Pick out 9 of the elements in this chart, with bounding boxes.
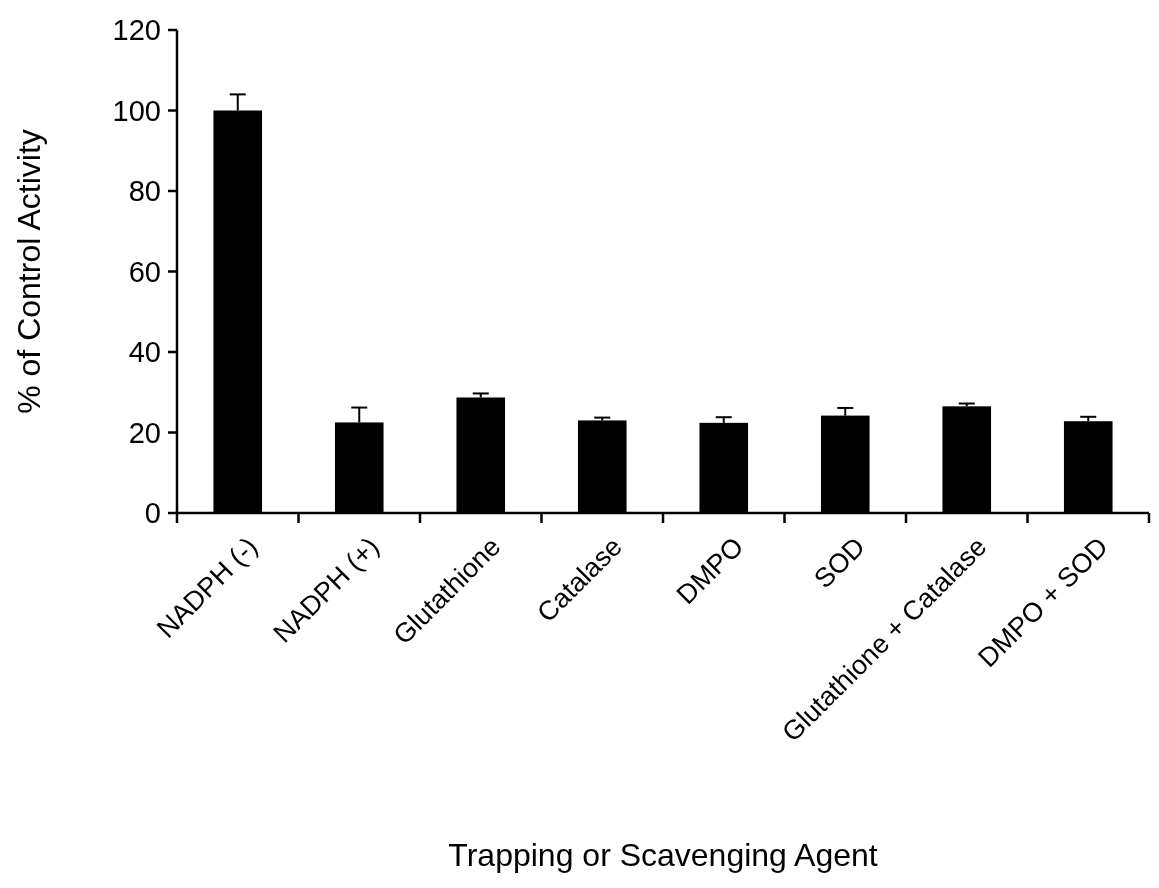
x-axis-title: Trapping or Scavenging Agent xyxy=(448,837,878,873)
y-tick-label: 20 xyxy=(128,416,161,449)
y-tick-label: 100 xyxy=(112,94,161,127)
y-tick-label: 60 xyxy=(128,255,161,288)
y-tick-label: 80 xyxy=(128,175,161,208)
y-tick-label: 40 xyxy=(128,336,161,369)
y-tick-label: 0 xyxy=(144,497,161,530)
y-axis-title: % of Control Activity xyxy=(11,129,47,414)
y-tick-label: 120 xyxy=(112,14,161,47)
